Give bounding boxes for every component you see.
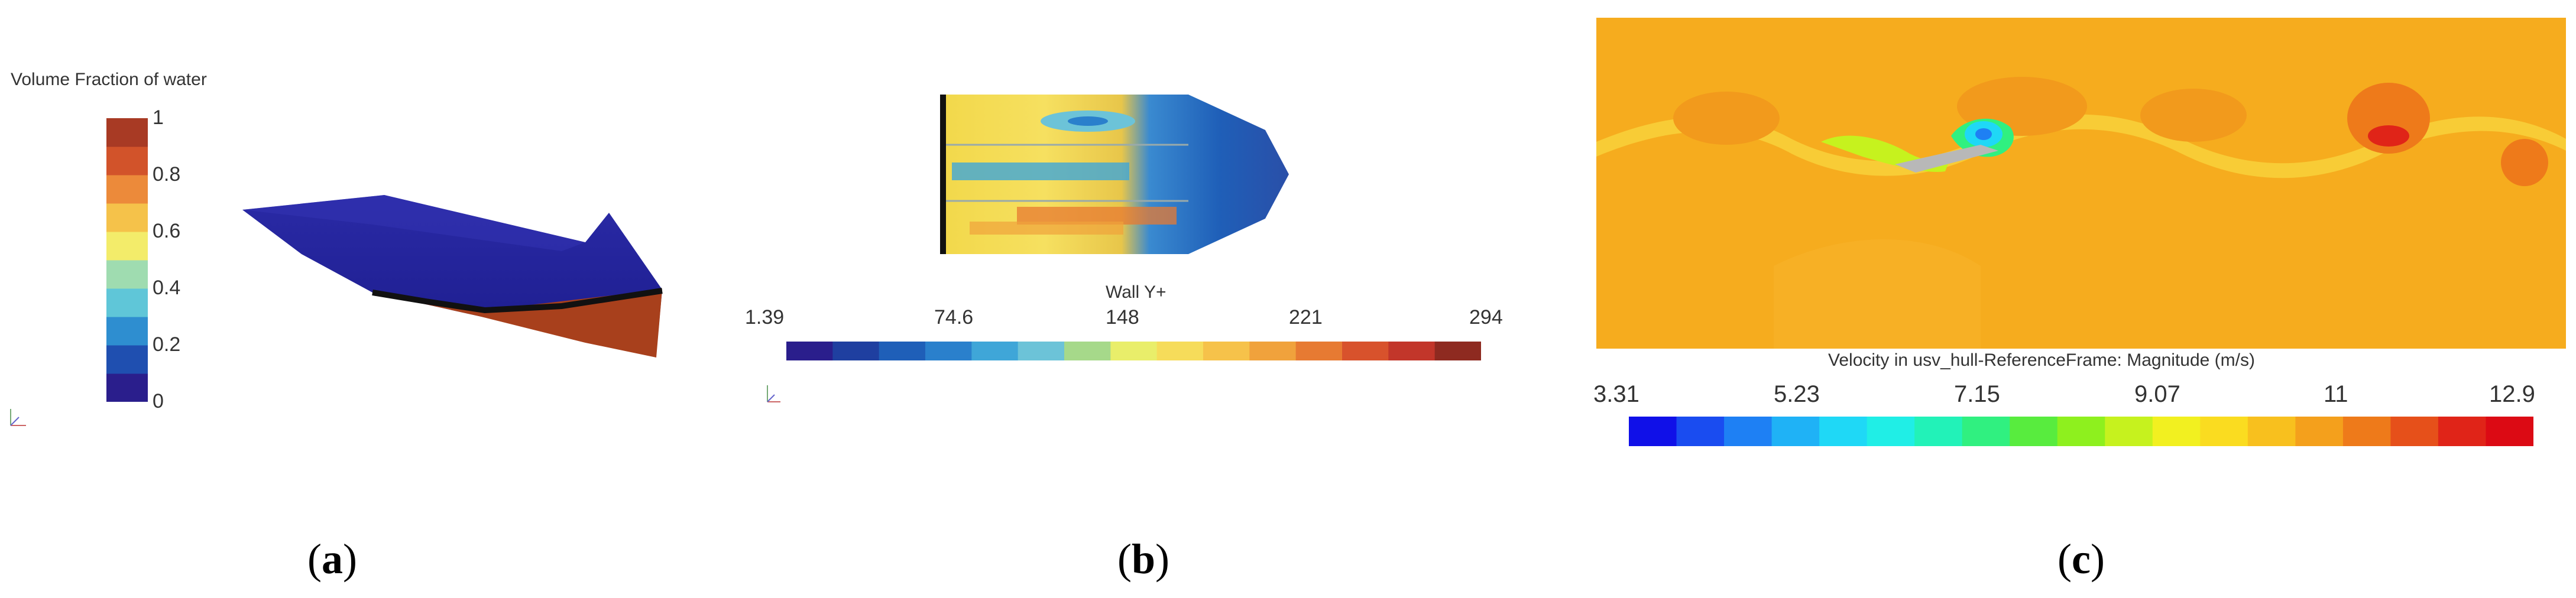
colorbar-segment xyxy=(106,288,148,317)
colorbar-segment xyxy=(106,175,148,204)
colorbar-segment xyxy=(925,342,972,360)
colorbar-tick-c: 11 xyxy=(2324,381,2348,407)
colorbar-segment xyxy=(1064,342,1111,360)
colorbar-segment xyxy=(1388,342,1436,360)
colorbar-segment xyxy=(2105,417,2153,446)
colorbar-segment xyxy=(106,118,148,147)
colorbar-tick-c: 12.9 xyxy=(2489,381,2535,407)
colorbar-segment xyxy=(2057,417,2105,446)
colorbar-segment xyxy=(1962,417,2010,446)
colorbar-segment xyxy=(106,203,148,232)
colorbar-segment xyxy=(106,232,148,261)
colorbar-segment xyxy=(2295,417,2344,446)
colorbar-title-a: Volume Fraction of water xyxy=(11,70,207,89)
colorbar-segment xyxy=(1203,342,1250,360)
hull-side-view-image xyxy=(242,195,663,358)
colorbar-segment xyxy=(832,342,880,360)
colorbar-segment xyxy=(1295,342,1343,360)
subfigure-label-c: (c) xyxy=(2057,535,2105,583)
colorbar-tick-c: 3.31 xyxy=(1593,381,1639,407)
colorbar-segment xyxy=(2486,417,2533,446)
colorbar-segment xyxy=(1434,342,1481,360)
colorbar-tick-c: 7.15 xyxy=(1954,381,2000,407)
colorbar-segment xyxy=(106,147,148,176)
colorbar-tick-b: 74.6 xyxy=(934,306,974,329)
colorbar-segment xyxy=(1771,417,1820,446)
colorbar-tick-a: 0.6 xyxy=(153,220,181,242)
colorbar-tick-c: 9.07 xyxy=(2134,381,2180,407)
colorbar-c xyxy=(1629,417,2533,446)
velocity-field-image xyxy=(1596,18,2566,349)
colorbar-segment xyxy=(2438,417,2486,446)
colorbar-segment xyxy=(106,317,148,346)
colorbar-b xyxy=(786,342,1481,360)
colorbar-segment xyxy=(1676,417,1725,446)
colorbar-segment xyxy=(1018,342,1065,360)
colorbar-segment xyxy=(786,342,833,360)
panel-b: Wall Y+ 1.39 74.6 148 221 294 (b) xyxy=(698,0,1585,598)
colorbar-tick-a: 0.8 xyxy=(153,163,181,186)
axis-triad-icon xyxy=(767,385,780,402)
colorbar-segment xyxy=(2200,417,2248,446)
colorbar-tick-b: 221 xyxy=(1289,306,1323,329)
colorbar-segment xyxy=(2010,417,2058,446)
axis-triad-icon xyxy=(10,409,26,426)
colorbar-segment xyxy=(106,345,148,374)
colorbar-segment xyxy=(106,373,148,402)
colorbar-segment xyxy=(2247,417,2296,446)
subfigure-label-a: (a) xyxy=(307,535,357,583)
colorbar-segment xyxy=(1867,417,1915,446)
colorbar-tick-a: 1 xyxy=(153,106,164,129)
colorbar-tick-b: 294 xyxy=(1469,306,1503,329)
panel-c: Velocity in usv_hull-ReferenceFrame: Mag… xyxy=(1585,0,2576,598)
colorbar-tick-b: 148 xyxy=(1106,306,1139,329)
colorbar-segment xyxy=(1110,342,1158,360)
colorbar-segment xyxy=(1724,417,1773,446)
colorbar-a xyxy=(106,118,148,402)
colorbar-segment xyxy=(1914,417,1963,446)
colorbar-segment xyxy=(2390,417,2439,446)
colorbar-segment xyxy=(879,342,926,360)
panel-a: Volume Fraction of water 1 0.8 0.6 0.4 0… xyxy=(0,0,698,598)
colorbar-segment xyxy=(971,342,1019,360)
colorbar-segment xyxy=(106,260,148,289)
colorbar-title-c: Velocity in usv_hull-ReferenceFrame: Mag… xyxy=(1828,350,2255,370)
colorbar-tick-a: 0.2 xyxy=(153,333,181,356)
colorbar-segment xyxy=(2342,417,2391,446)
colorbar-segment xyxy=(1249,342,1297,360)
colorbar-segment xyxy=(1629,417,1677,446)
colorbar-segment xyxy=(1342,342,1389,360)
colorbar-title-b: Wall Y+ xyxy=(1106,282,1167,302)
colorbar-segment xyxy=(1156,342,1204,360)
colorbar-tick-a: 0.4 xyxy=(153,277,181,299)
colorbar-segment xyxy=(2152,417,2201,446)
colorbar-segment xyxy=(1819,417,1868,446)
colorbar-tick-a: 0 xyxy=(153,390,164,412)
hull-bottom-view-image xyxy=(940,95,1289,254)
colorbar-tick-c: 5.23 xyxy=(1774,381,1820,407)
colorbar-tick-b: 1.39 xyxy=(745,306,785,329)
subfigure-label-b: (b) xyxy=(1117,535,1170,583)
